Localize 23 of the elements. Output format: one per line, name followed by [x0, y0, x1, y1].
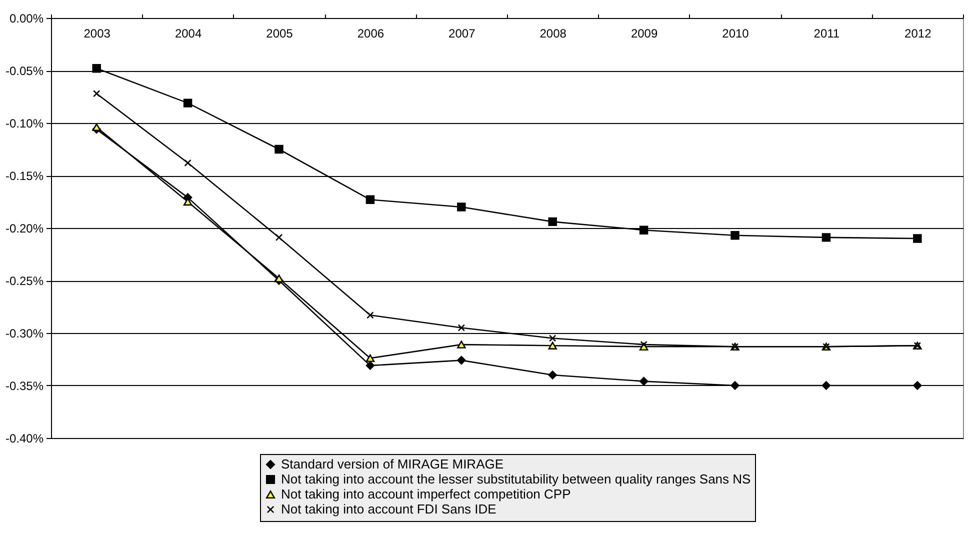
- x-tick-label: 2010: [722, 26, 750, 40]
- x-tick-label: 2004: [174, 26, 202, 40]
- x-tick-label: 2003: [84, 26, 111, 40]
- y-tick-label: -0.25%: [5, 274, 44, 288]
- x-tick-label: 2008: [540, 26, 567, 40]
- legend-label: Not taking into account imperfect competition CPP: [281, 486, 571, 502]
- legend-label: Not taking into account the lesser substitutability between quality ranges Sans NS: [281, 472, 752, 486]
- y-tick-label: -0.15%: [5, 169, 44, 183]
- y-tick-label: -0.10%: [5, 116, 44, 130]
- y-tick-label: -0.20%: [5, 222, 44, 236]
- y-tick-label: 0.00%: [9, 12, 44, 26]
- x-tick-label: 2012: [904, 26, 932, 40]
- y-tick-label: -0.40%: [5, 432, 44, 446]
- legend-label: Not taking into account FDI Sans IDE: [281, 502, 497, 516]
- y-tick-label: -0.05%: [5, 64, 44, 78]
- y-tick-label: -0.30%: [5, 326, 44, 340]
- x-tick-label: 2007: [448, 26, 476, 40]
- x-tick-label: 2006: [357, 26, 384, 40]
- x-tick-label: 2005: [266, 26, 294, 40]
- x-tick-label: 2009: [630, 26, 658, 40]
- legend-label: Standard version of MIRAGE MIRAGE: [281, 456, 504, 472]
- x-tick-label: 2011: [814, 26, 840, 40]
- y-tick-label: -0.35%: [5, 379, 44, 393]
